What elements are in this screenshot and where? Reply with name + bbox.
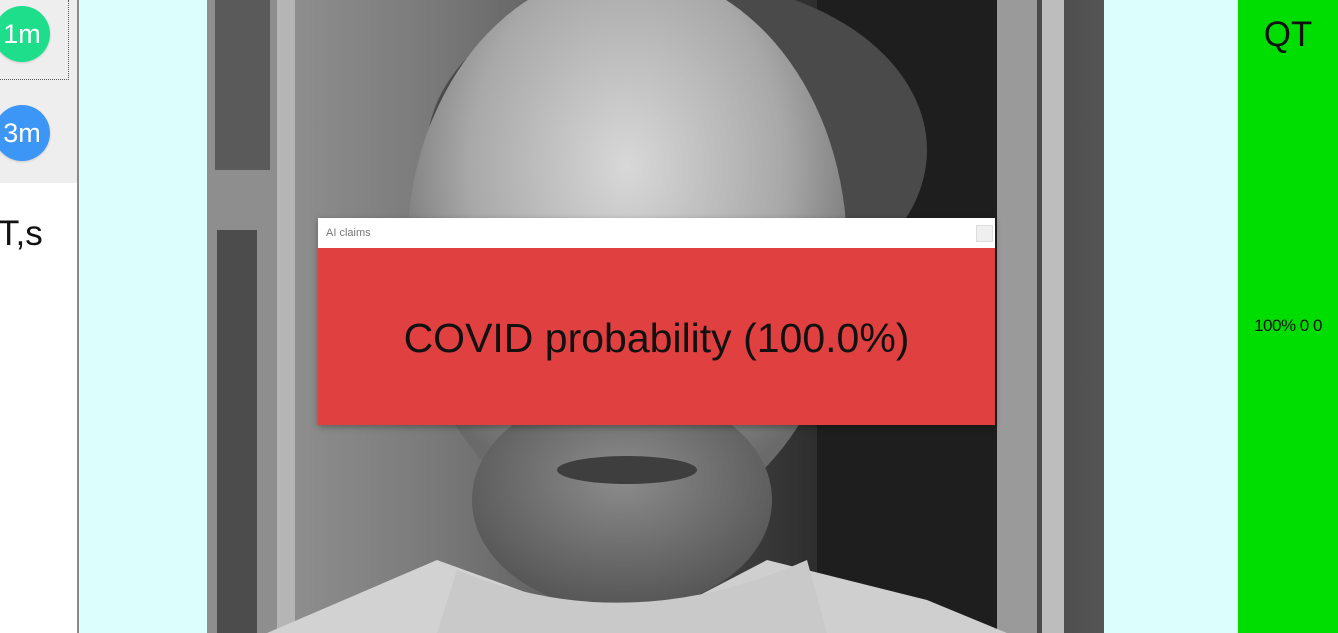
time-seconds-label: T,s <box>0 214 43 253</box>
focus-outline: 1m <box>0 0 69 80</box>
dialog-titlebar[interactable]: AI claims <box>318 218 995 248</box>
one-minute-button[interactable]: 1m <box>0 6 50 62</box>
ai-claims-dialog: AI claims COVID probability (100.0%) <box>318 218 995 425</box>
covid-probability-message: COVID probability (100.0%) <box>403 315 910 361</box>
stats-readout: 100% 0 0 <box>1254 316 1322 335</box>
close-button[interactable] <box>976 225 993 242</box>
three-minute-button[interactable]: 3m <box>0 105 50 161</box>
left-panel: 1m 3m T,s <box>0 0 79 633</box>
timer-button-group: 1m 3m <box>0 0 77 183</box>
dialog-title: AI claims <box>326 227 371 239</box>
qt-label: QT <box>1263 15 1313 54</box>
main-view: AI claims COVID probability (100.0%) <box>79 0 1238 633</box>
right-panel: QT 100% 0 0 <box>1238 0 1338 633</box>
